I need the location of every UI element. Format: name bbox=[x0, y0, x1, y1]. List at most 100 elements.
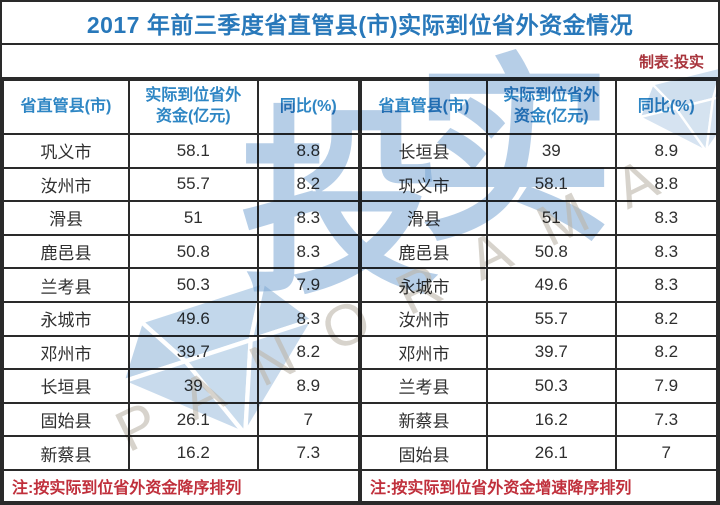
column-header: 同比(%) bbox=[614, 79, 718, 135]
county-cell: 汝州市 bbox=[359, 300, 489, 337]
capital-cell: 55.7 bbox=[128, 166, 259, 203]
ranking-table-by-growth: 省直管县(市) 实际到位省外 资金(亿元) 同比(%) 长垣县 39 8.9 巩义市 58.1… bbox=[359, 79, 718, 503]
yoy-cell: 7.9 bbox=[614, 368, 718, 404]
table-row: 固始县 26.1 7 bbox=[2, 401, 361, 438]
table-row: 巩义市 58.1 8.8 bbox=[2, 133, 361, 169]
yoy-cell: 7.9 bbox=[256, 267, 361, 303]
yoy-cell: 8.3 bbox=[256, 300, 361, 337]
county-cell: 兰考县 bbox=[359, 368, 489, 404]
county-cell: 邓州市 bbox=[2, 334, 131, 371]
table-body: 长垣县 39 8.9 巩义市 58.1 8.8 滑县 51 8.3 鹿邑县 50.8 8.3 永城市 49… bbox=[359, 133, 718, 471]
county-cell: 巩义市 bbox=[359, 166, 489, 203]
table-note-row: 注:按实际到位省外资金增速降序排列 bbox=[360, 469, 718, 503]
county-cell: 滑县 bbox=[2, 200, 131, 236]
capital-cell: 39 bbox=[128, 368, 259, 404]
county-cell: 新蔡县 bbox=[2, 435, 131, 471]
yoy-cell: 8.9 bbox=[614, 133, 718, 169]
capital-cell: 16.2 bbox=[128, 435, 259, 471]
table-row: 汝州市 55.7 8.2 bbox=[2, 166, 361, 203]
page-title: 2017 年前三季度省直管县(市)实际到位省外资金情况 bbox=[86, 11, 634, 38]
county-cell: 兰考县 bbox=[2, 267, 131, 303]
table-header: 省直管县(市) 实际到位省外 资金(亿元) 同比(%) bbox=[359, 79, 718, 135]
capital-cell: 55.7 bbox=[486, 300, 617, 337]
byline-credit: 制表:投实 bbox=[639, 53, 704, 71]
table-row: 长垣县 39 8.9 bbox=[359, 133, 718, 169]
county-cell: 固始县 bbox=[2, 401, 131, 438]
county-cell: 永城市 bbox=[359, 267, 489, 303]
yoy-cell: 8.8 bbox=[614, 166, 718, 203]
yoy-cell: 8.3 bbox=[256, 200, 361, 236]
column-header: 同比(%) bbox=[256, 79, 361, 135]
yoy-cell: 8.2 bbox=[614, 300, 718, 337]
yoy-cell: 8.2 bbox=[256, 334, 361, 371]
county-cell: 永城市 bbox=[2, 300, 131, 337]
column-header: 实际到位省外 资金(亿元) bbox=[128, 79, 259, 135]
capital-cell: 49.6 bbox=[128, 300, 259, 337]
yoy-cell: 8.2 bbox=[614, 334, 718, 371]
ranking-table-by-amount: 省直管县(市) 实际到位省外 资金(亿元) 同比(%) 巩义市 58.1 8.8 汝州市 55… bbox=[2, 79, 361, 503]
table-row: 滑县 51 8.3 bbox=[2, 200, 361, 236]
county-cell: 长垣县 bbox=[359, 133, 489, 169]
capital-cell: 58.1 bbox=[486, 166, 617, 203]
table-note: 注:按实际到位省外资金增速降序排列 bbox=[360, 469, 718, 503]
county-cell: 鹿邑县 bbox=[359, 233, 489, 270]
yoy-cell: 8.3 bbox=[256, 233, 361, 270]
table-row: 兰考县 50.3 7.9 bbox=[359, 368, 718, 404]
capital-cell: 49.6 bbox=[486, 267, 617, 303]
yoy-cell: 8.3 bbox=[614, 267, 718, 303]
table-row: 永城市 49.6 8.3 bbox=[359, 267, 718, 303]
capital-cell: 16.2 bbox=[486, 401, 617, 438]
capital-cell: 50.8 bbox=[486, 233, 617, 270]
table-row: 巩义市 58.1 8.8 bbox=[359, 166, 718, 203]
capital-cell: 39.7 bbox=[128, 334, 259, 371]
column-header: 实际到位省外 资金(亿元) bbox=[486, 79, 617, 135]
tables-container: 省直管县(市) 实际到位省外 资金(亿元) 同比(%) 巩义市 58.1 8.8 汝州市 55… bbox=[2, 79, 718, 503]
table-note: 注:按实际到位省外资金降序排列 bbox=[2, 469, 360, 503]
county-cell: 巩义市 bbox=[2, 133, 131, 169]
yoy-cell: 8.3 bbox=[614, 200, 718, 236]
table-row: 固始县 26.1 7 bbox=[359, 435, 718, 471]
table-header: 省直管县(市) 实际到位省外 资金(亿元) 同比(%) bbox=[2, 79, 361, 135]
table-row: 永城市 49.6 8.3 bbox=[2, 300, 361, 337]
title-bar: 2017 年前三季度省直管县(市)实际到位省外资金情况 bbox=[2, 2, 718, 45]
yoy-cell: 8.9 bbox=[256, 368, 361, 404]
capital-cell: 26.1 bbox=[128, 401, 259, 438]
county-cell: 邓州市 bbox=[359, 334, 489, 371]
header-row: 省直管县(市) 实际到位省外 资金(亿元) 同比(%) bbox=[2, 79, 361, 135]
yoy-cell: 7 bbox=[256, 401, 361, 438]
table-note-row: 注:按实际到位省外资金降序排列 bbox=[2, 469, 360, 503]
table-row: 鹿邑县 50.8 8.3 bbox=[359, 233, 718, 270]
yoy-cell: 8.3 bbox=[614, 233, 718, 270]
column-header: 省直管县(市) bbox=[2, 79, 131, 135]
capital-cell: 50.8 bbox=[128, 233, 259, 270]
table-row: 鹿邑县 50.8 8.3 bbox=[2, 233, 361, 270]
capital-cell: 50.3 bbox=[486, 368, 617, 404]
table-row: 兰考县 50.3 7.9 bbox=[2, 267, 361, 303]
table-row: 新蔡县 16.2 7.3 bbox=[359, 401, 718, 438]
county-cell: 长垣县 bbox=[2, 368, 131, 404]
header-row: 省直管县(市) 实际到位省外 资金(亿元) 同比(%) bbox=[359, 79, 718, 135]
capital-cell: 50.3 bbox=[128, 267, 259, 303]
county-cell: 新蔡县 bbox=[359, 401, 489, 438]
table-row: 邓州市 39.7 8.2 bbox=[359, 334, 718, 371]
table-row: 新蔡县 16.2 7.3 bbox=[2, 435, 361, 471]
column-header: 省直管县(市) bbox=[359, 79, 489, 135]
yoy-cell: 8.8 bbox=[256, 133, 361, 169]
table-body: 巩义市 58.1 8.8 汝州市 55.7 8.2 滑县 51 8.3 鹿邑县 50.8 8.3 兰考县… bbox=[2, 133, 361, 471]
capital-cell: 51 bbox=[486, 200, 617, 236]
yoy-cell: 7.3 bbox=[256, 435, 361, 471]
capital-cell: 58.1 bbox=[128, 133, 259, 169]
capital-cell: 39.7 bbox=[486, 334, 617, 371]
table-row: 滑县 51 8.3 bbox=[359, 200, 718, 236]
capital-cell: 39 bbox=[486, 133, 617, 169]
table-row: 邓州市 39.7 8.2 bbox=[2, 334, 361, 371]
table-row: 汝州市 55.7 8.2 bbox=[359, 300, 718, 337]
capital-cell: 51 bbox=[128, 200, 259, 236]
table-row: 长垣县 39 8.9 bbox=[2, 368, 361, 404]
county-cell: 固始县 bbox=[359, 435, 489, 471]
county-cell: 汝州市 bbox=[2, 166, 131, 203]
county-cell: 鹿邑县 bbox=[2, 233, 131, 270]
capital-cell: 26.1 bbox=[486, 435, 617, 471]
